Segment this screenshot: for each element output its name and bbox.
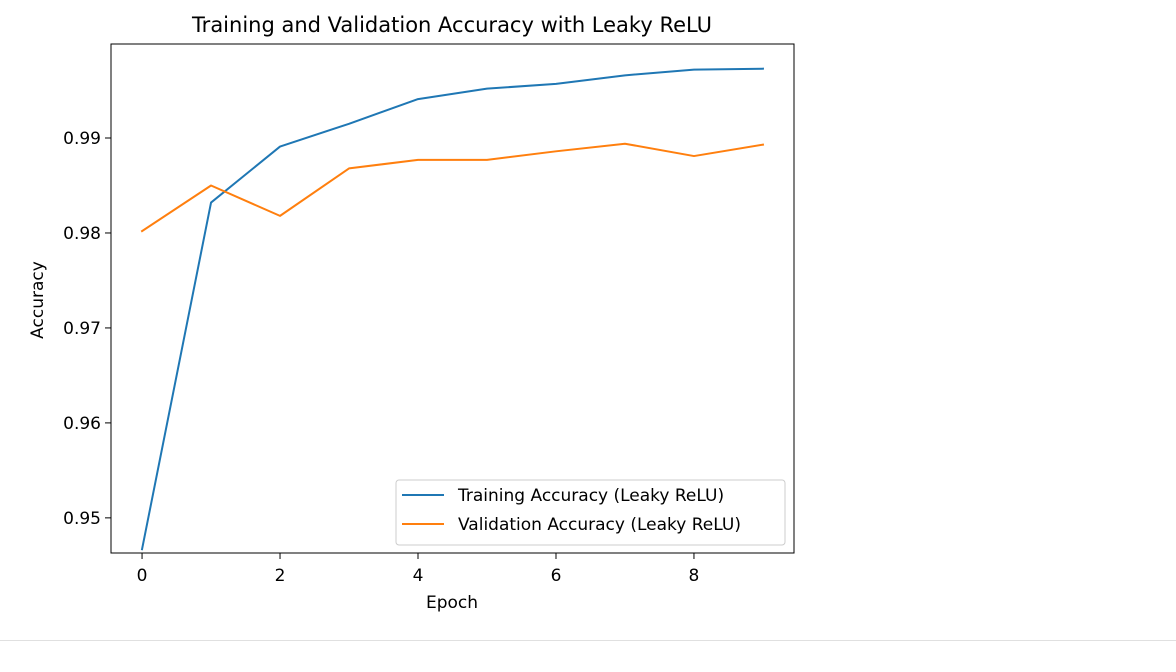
legend-label-training: Training Accuracy (Leaky ReLU) <box>457 486 724 506</box>
chart-figure: Training and Validation Accuracy with Le… <box>28 13 795 613</box>
plot-frame <box>110 43 795 554</box>
legend-label-validation: Validation Accuracy (Leaky ReLU) <box>458 515 741 535</box>
y-axis-label: Accuracy <box>28 261 48 339</box>
series-lines <box>140 67 765 551</box>
y-tick-label: 0.96 <box>63 414 101 434</box>
x-axis-ticks: 0 2 4 6 8 <box>137 553 700 586</box>
validation-accuracy-line <box>140 142 765 233</box>
y-tick-label: 0.98 <box>63 224 101 244</box>
y-tick-label: 0.97 <box>63 319 101 339</box>
y-tick-label: 0.95 <box>63 509 101 529</box>
legend: Training Accuracy (Leaky ReLU) Validatio… <box>395 479 786 546</box>
x-tick-label: 8 <box>689 566 700 586</box>
legend-box <box>395 479 786 546</box>
x-tick-label: 0 <box>137 566 148 586</box>
cell-divider <box>0 640 1176 641</box>
line-chart: Training and Validation Accuracy with Le… <box>28 13 795 613</box>
x-tick-label: 2 <box>275 566 286 586</box>
x-tick-label: 4 <box>413 566 424 586</box>
training-accuracy-line <box>140 67 764 551</box>
x-tick-label: 6 <box>551 566 562 586</box>
x-axis-label: Epoch <box>426 593 478 613</box>
y-tick-label: 0.99 <box>63 129 101 149</box>
y-axis-ticks: 0.95 0.96 0.97 0.98 0.99 <box>63 129 111 529</box>
chart-title: Training and Validation Accuracy with Le… <box>191 13 712 37</box>
